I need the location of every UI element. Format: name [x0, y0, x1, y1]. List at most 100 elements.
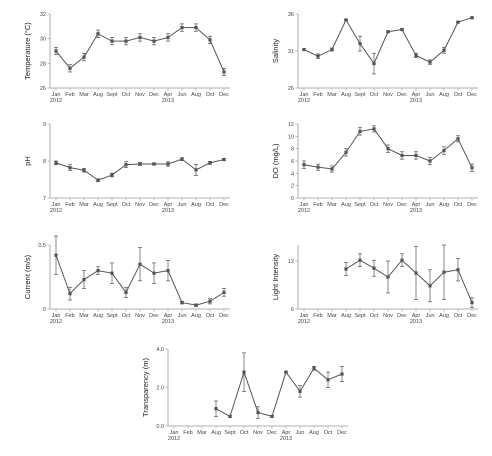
data-point — [340, 372, 344, 376]
data-point — [386, 147, 390, 151]
data-point — [138, 162, 142, 166]
data-point — [372, 127, 376, 131]
x-tick-label: Jun — [426, 92, 435, 98]
y-axis-title: Salinity — [271, 39, 280, 63]
y-tick-label: 4 — [291, 171, 294, 177]
x-tick-label: Mar — [79, 202, 89, 208]
x-tick-label: Feb — [313, 202, 322, 208]
x-tick-label: Nov — [253, 430, 263, 436]
x-tick-label: Nov — [383, 313, 393, 319]
x-tick-label: Nov — [135, 92, 145, 98]
x-tick-label: Dec — [467, 92, 477, 98]
series-line — [215, 367, 343, 418]
data-point — [124, 290, 128, 294]
year-label: 2012 — [50, 208, 62, 214]
x-tick-label: Sept — [106, 202, 118, 208]
data-point — [54, 161, 58, 165]
data-point — [110, 271, 114, 275]
y-tick-label: 26 — [40, 86, 46, 92]
x-tick-label: Oct — [454, 313, 463, 319]
y-axis-title: DO (mg/L) — [271, 143, 280, 179]
x-tick-label: Jan — [300, 92, 309, 98]
x-tick-label: Aug — [341, 92, 351, 98]
data-point — [442, 270, 446, 274]
x-tick-label: Dec — [219, 313, 229, 319]
data-point — [312, 366, 316, 370]
x-tick-label: Aug — [93, 92, 103, 98]
x-tick-label: Feb — [65, 313, 74, 319]
x-tick-label: Oct — [122, 92, 131, 98]
x-tick-label: Jan — [52, 313, 61, 319]
data-point — [400, 153, 404, 158]
x-tick-label: Jun — [178, 92, 187, 98]
y-tick-label: 2 — [291, 184, 294, 190]
x-tick-label: Dec — [467, 202, 477, 208]
data-point — [330, 167, 334, 171]
x-tick-label: Feb — [65, 202, 74, 208]
x-tick-label: Dec — [397, 313, 407, 319]
data-point — [166, 35, 170, 40]
x-tick-label: Oct — [324, 430, 333, 436]
x-tick-label: Oct — [122, 313, 131, 319]
data-point — [222, 157, 226, 162]
x-tick-label: Aug — [191, 92, 201, 98]
data-point — [222, 70, 226, 74]
x-tick-label: Oct — [206, 92, 215, 98]
x-tick-label: Dec — [337, 430, 347, 436]
data-point — [180, 25, 184, 30]
data-point — [194, 25, 198, 30]
x-tick-label: Oct — [454, 202, 463, 208]
y-tick-label: 10 — [288, 134, 294, 140]
data-point — [166, 269, 170, 273]
y-tick-label: 8 — [291, 147, 294, 153]
data-point — [54, 49, 58, 53]
x-tick-label: Aug — [93, 202, 103, 208]
data-point — [256, 410, 260, 415]
data-point — [96, 32, 100, 36]
data-point — [456, 20, 460, 24]
x-tick-label: Jun — [426, 313, 435, 319]
x-tick-label: Oct — [206, 202, 215, 208]
y-tick-label: 6 — [291, 307, 294, 313]
x-tick-label: Apr — [282, 430, 291, 436]
data-point — [138, 262, 142, 266]
x-tick-label: Dec — [149, 202, 159, 208]
data-point — [428, 159, 432, 163]
y-tick-label: 0.0 — [156, 424, 164, 430]
year-label: 2013 — [162, 98, 174, 104]
year-label: 2013 — [280, 436, 292, 442]
series-line — [303, 17, 473, 65]
data-point — [344, 267, 348, 271]
x-tick-label: Oct — [206, 313, 215, 319]
y-tick-label: 0 — [43, 307, 46, 313]
x-tick-label: Mar — [327, 202, 337, 208]
data-point — [298, 389, 302, 393]
data-point — [68, 66, 72, 70]
data-point — [124, 39, 128, 43]
x-tick-label: Aug — [191, 313, 201, 319]
data-point — [358, 42, 362, 46]
year-label: 2013 — [162, 319, 174, 325]
y-tick-label: 6 — [291, 159, 294, 165]
x-tick-label: Apr — [412, 92, 421, 98]
data-point — [302, 163, 306, 167]
year-label: 2012 — [298, 208, 310, 214]
x-tick-label: Oct — [370, 313, 379, 319]
year-label: 2013 — [410, 319, 422, 325]
y-tick-label: 9 — [43, 122, 46, 128]
data-point — [442, 48, 446, 52]
x-tick-label: Nov — [383, 202, 393, 208]
data-point — [208, 299, 212, 303]
x-tick-label: Aug — [439, 313, 449, 319]
data-point — [54, 253, 58, 257]
x-tick-label: Dec — [149, 92, 159, 98]
data-point — [110, 39, 114, 43]
y-axis-title: Light Intensity — [271, 254, 280, 301]
data-point — [152, 162, 156, 166]
x-tick-label: Jan — [52, 202, 61, 208]
